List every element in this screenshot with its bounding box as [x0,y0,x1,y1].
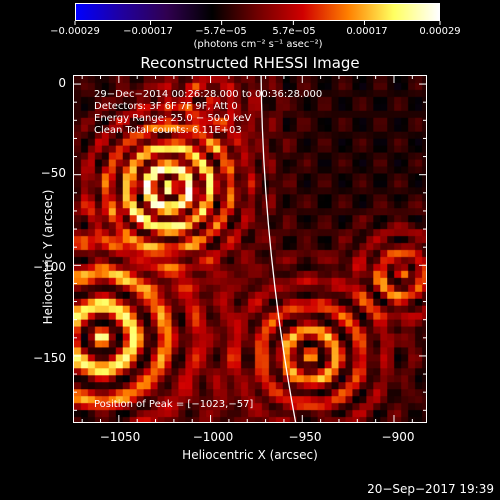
colorbar-tick-label: −0.00029 [50,26,100,37]
colorbar-tick-label: 0.00029 [419,26,461,37]
chart-title: Reconstructed RHESSI Image [140,54,360,72]
colorbar-tick-label: −5.7e−05 [195,26,247,37]
x-axis-label: Heliocentric X (arcsec) [182,448,318,462]
colorbar [75,3,440,21]
x-tick-label: −900 [381,430,415,444]
plot-area: 29−Dec−2014 00:26:28.000 to 00:36:28.000… [73,75,427,423]
x-tick-label: −1000 [192,430,234,444]
time-range-annotation: 29−Dec−2014 00:26:28.000 to 00:36:28.000 [94,89,323,100]
colorbar-unit-label: (photons cm⁻² s⁻¹ asec⁻²) [193,39,323,50]
y-axis-label: Heliocentric Y (arcsec) [41,189,55,325]
plot-overlay [260,76,297,422]
y-tick-label: 0 [58,76,66,90]
colorbar-tick-label: 5.7e−05 [272,26,316,37]
x-tick-label: −950 [288,430,322,444]
clean-annotation: Clean Total counts: 6.11E+03 [94,125,242,136]
y-tick-label: −100 [33,260,66,274]
detectors-annotation: Detectors: 3F 6F 7F 9F, Att 0 [94,101,238,112]
x-tick-label: −1050 [99,430,141,444]
y-tick-label: −150 [33,351,66,365]
energy-range-annotation: Energy Range: 25.0 − 50.0 keV [94,113,252,124]
peak-annotation: Position of Peak = [−1023,−57] [94,399,254,410]
solar-limb-line [260,76,297,422]
heatmap-image [74,76,426,422]
colorbar-tick-label: 0.00017 [346,26,388,37]
colorbar-tick-label: −0.00017 [123,26,173,37]
y-tick-label: −50 [40,166,66,180]
footer-timestamp: 20−Sep−2017 19:39 [367,482,494,496]
